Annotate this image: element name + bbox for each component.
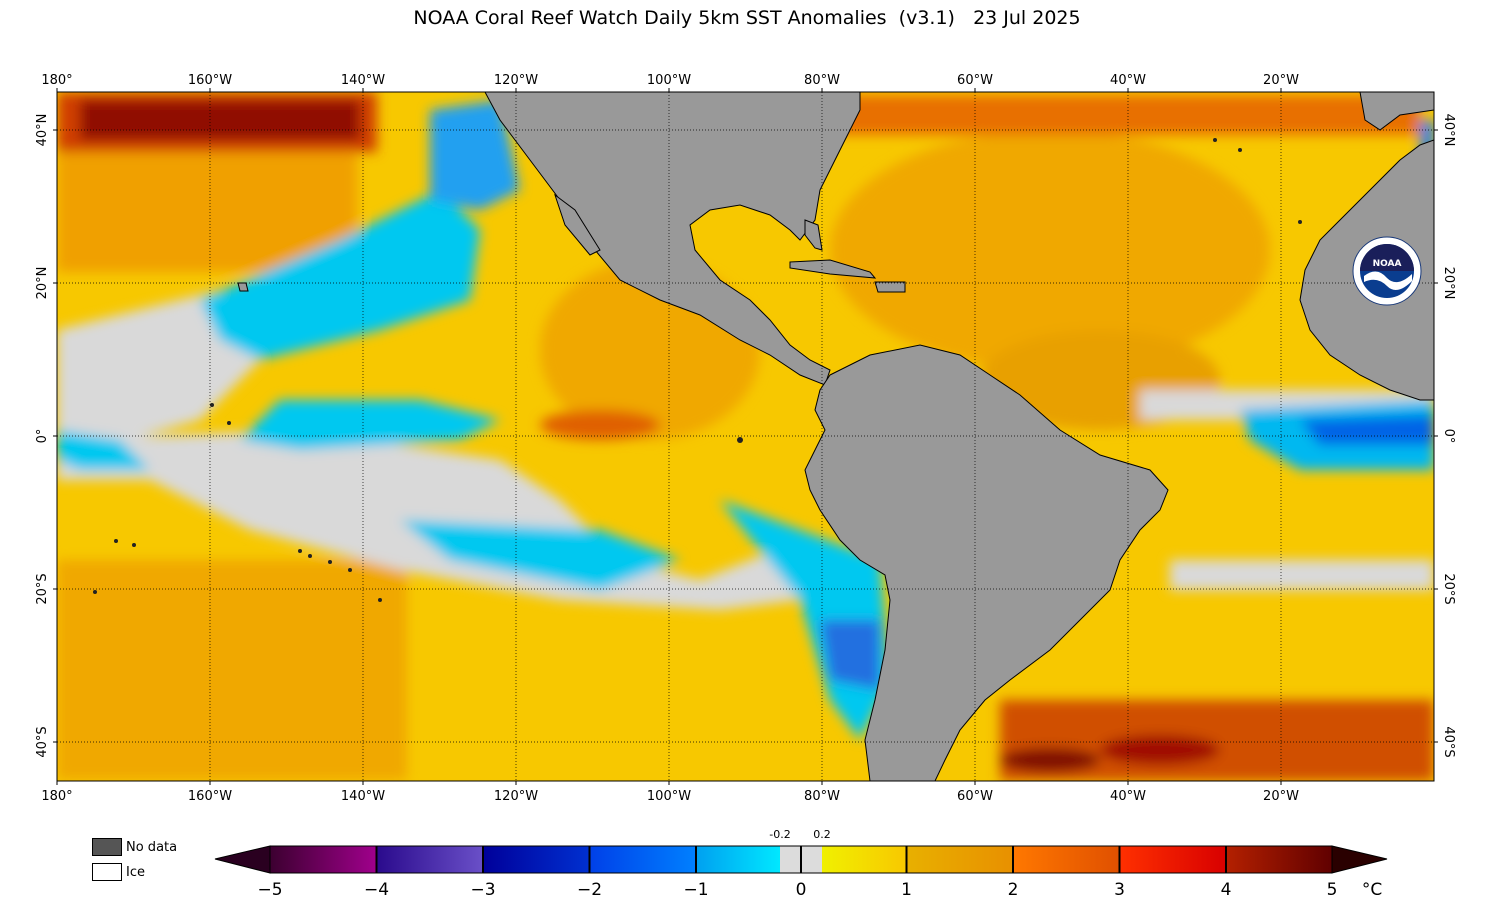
lat-label-left: 20°S: [35, 573, 50, 604]
lat-label-left: 40°S: [35, 726, 50, 757]
colorbar-small-tick: 0.2: [813, 828, 831, 841]
lon-label-bottom: 60°W: [957, 789, 993, 804]
graticule: [57, 92, 1434, 781]
lon-label-bottom: 20°W: [1263, 789, 1299, 804]
colorbar-tick: −3: [470, 880, 495, 900]
no-data-label: No data: [126, 840, 178, 855]
lat-label-left: 40°N: [35, 114, 50, 147]
lon-label-bottom: 80°W: [804, 789, 840, 804]
lat-label-right: 0°: [1441, 429, 1456, 444]
anomaly-field: [57, 92, 1434, 781]
colorbar-tick: −5: [257, 880, 282, 900]
ice-label: Ice: [126, 865, 145, 880]
lon-label-top: 160°W: [188, 73, 232, 88]
sst-anomaly-map: 180° 160°W 140°W 120°W 100°W 80°W 60°W 4…: [35, 73, 1456, 804]
lat-label-left: 20°N: [35, 267, 50, 300]
lon-label-top: 180°: [41, 73, 72, 88]
colorbar-tick: 0: [796, 880, 807, 900]
lon-label-bottom: 180°: [41, 789, 72, 804]
logo-text: NOAA: [1373, 259, 1402, 269]
colorbar-tick: 4: [1221, 880, 1232, 900]
lon-label-top: 40°W: [1110, 73, 1146, 88]
lon-label-bottom: 40°W: [1110, 789, 1146, 804]
tick-marks: [53, 88, 1438, 785]
colorbar-tick: −4: [364, 880, 389, 900]
colorbar-tick: 2: [1008, 880, 1019, 900]
lon-label-bottom: 120°W: [494, 789, 538, 804]
colorbar-tick: 3: [1114, 880, 1125, 900]
lon-label-bottom: 100°W: [647, 789, 691, 804]
colorbar-dividers: [375, 846, 1227, 873]
lat-label-right: 40°N: [1441, 114, 1456, 147]
lon-label-top: 120°W: [494, 73, 538, 88]
lat-label-right: 40°S: [1441, 726, 1456, 757]
lon-label-top: 60°W: [957, 73, 993, 88]
islands: [93, 138, 1302, 602]
ice-swatch: [92, 863, 122, 881]
lon-label-top: 80°W: [804, 73, 840, 88]
colorbar-small-tick: -0.2: [769, 828, 790, 841]
landmass: [237, 92, 1434, 781]
lon-label-bottom: 160°W: [188, 789, 232, 804]
lon-label-top: 140°W: [341, 73, 385, 88]
lat-label-right: 20°N: [1441, 267, 1456, 300]
lon-label-top: 20°W: [1263, 73, 1299, 88]
colorbar: -0.2 0.2 −5 −4 −3 −2 −1 0 1 2 3 4 5 °C: [214, 828, 1388, 900]
colorbar-tick: −2: [577, 880, 602, 900]
colorbar-tick: 5: [1327, 880, 1338, 900]
no-data-swatch: [92, 838, 122, 856]
colorbar-tick: −1: [683, 880, 708, 900]
colorbar-unit: °C: [1362, 880, 1382, 900]
lat-label-left: 0°: [35, 429, 50, 444]
map-title: NOAA Coral Reef Watch Daily 5km SST Anom…: [413, 7, 1081, 29]
colorbar-tick: 1: [901, 880, 912, 900]
noaa-logo: NOAA: [1352, 236, 1422, 306]
lat-label-right: 20°S: [1441, 573, 1456, 604]
lon-label-bottom: 140°W: [341, 789, 385, 804]
lon-label-top: 100°W: [647, 73, 691, 88]
